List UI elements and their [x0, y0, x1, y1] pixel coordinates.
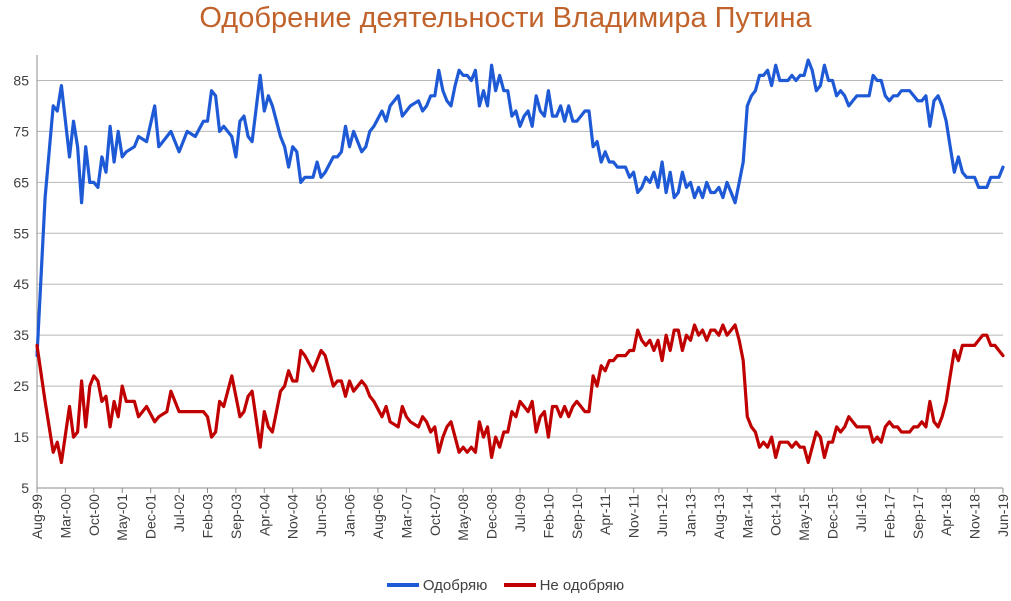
- x-tick-label: Dec-08: [484, 494, 500, 539]
- x-tick-label: May-15: [796, 494, 812, 541]
- x-tick-label: Feb-17: [881, 494, 897, 539]
- legend-label-disapprove: Не одобряю: [540, 577, 625, 594]
- x-tick-label: Sep-03: [228, 494, 244, 539]
- x-tick-label: May-01: [114, 494, 130, 541]
- x-tick-label: Oct-07: [427, 494, 443, 536]
- y-tick-label: 55: [13, 225, 29, 241]
- legend-swatch-approve: [387, 583, 419, 587]
- x-tick-label: Apr-04: [256, 494, 272, 536]
- series-line-disapprove: [37, 325, 1003, 463]
- x-tick-label: May-08: [455, 494, 471, 541]
- x-tick-label: Mar-07: [398, 494, 414, 539]
- y-tick-label: 25: [13, 378, 29, 394]
- x-tick-label: Jul-09: [512, 494, 528, 532]
- x-tick-label: Aug-13: [711, 494, 727, 539]
- y-tick-labels: 5 15 25 35 45 55 65 75 85: [13, 72, 29, 496]
- x-tick-label: Dec-01: [143, 494, 159, 539]
- y-tick-label: 45: [13, 276, 29, 292]
- x-tick-label: Jun-12: [654, 494, 670, 537]
- legend-item-approve: Одобряю: [387, 577, 488, 594]
- x-tick-label: Jul-16: [853, 494, 869, 532]
- x-tick-label: Feb-10: [540, 494, 556, 539]
- x-tick-label: Feb-03: [199, 494, 215, 539]
- gridlines: [37, 80, 1003, 437]
- x-tick-label: Oct-00: [86, 494, 102, 536]
- y-tick-label: 75: [13, 123, 29, 139]
- y-tick-label: 35: [13, 327, 29, 343]
- x-tick-label: Jul-02: [171, 494, 187, 532]
- x-tick-label: Aug-06: [370, 494, 386, 539]
- legend-label-approve: Одобряю: [423, 577, 488, 594]
- x-tick-label: Jan-13: [682, 494, 698, 537]
- x-tick-label: Jan-06: [342, 494, 358, 537]
- x-tick-label: Nov-04: [285, 494, 301, 539]
- x-tick-label: Apr-11: [597, 494, 613, 535]
- x-tick-label: Jun-19: [995, 494, 1011, 537]
- legend: Одобряю Не одобряю: [0, 574, 1011, 594]
- x-tick-label: Dec-15: [825, 494, 841, 539]
- series-lines: [37, 60, 1003, 462]
- x-tick-label: Sep-10: [569, 494, 585, 539]
- x-tick-label: Nov-18: [967, 494, 983, 539]
- y-tick-label: 15: [13, 429, 29, 445]
- y-tick-label: 65: [13, 174, 29, 190]
- x-tick-label: Mar-14: [739, 494, 755, 539]
- series-line-approve: [37, 60, 1003, 356]
- x-tick-labels: Aug-99 Mar-00 Oct-00 May-01 Dec-01 Jul-02 Feb-…: [29, 494, 1011, 541]
- legend-item-disapprove: Не одобряю: [504, 577, 625, 594]
- x-tick-label: Jun-05: [313, 494, 329, 537]
- x-tick-label: Aug-99: [29, 494, 45, 539]
- y-tick-label: 5: [21, 480, 29, 496]
- x-tick-label: Mar-00: [57, 494, 73, 539]
- x-tick-label: Oct-14: [768, 494, 784, 536]
- legend-swatch-disapprove: [504, 583, 536, 587]
- x-tick-label: Apr-18: [938, 494, 954, 536]
- x-tick-label: Sep-17: [910, 494, 926, 539]
- x-tick-label: Nov-11: [626, 494, 642, 538]
- y-tick-label: 85: [13, 72, 29, 88]
